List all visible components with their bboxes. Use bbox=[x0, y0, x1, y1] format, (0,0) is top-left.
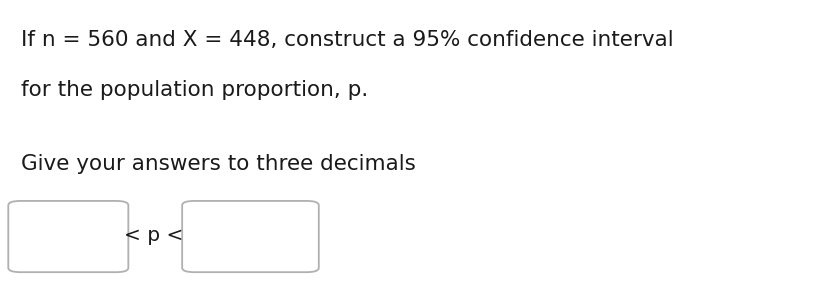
Text: for the population proportion, p.: for the population proportion, p. bbox=[21, 80, 367, 100]
Text: Give your answers to three decimals: Give your answers to three decimals bbox=[21, 154, 415, 174]
Text: < p <: < p < bbox=[124, 226, 184, 245]
FancyBboxPatch shape bbox=[182, 201, 318, 272]
Text: If n = 560 and X = 448, construct a 95% confidence interval: If n = 560 and X = 448, construct a 95% … bbox=[21, 30, 672, 50]
FancyBboxPatch shape bbox=[8, 201, 128, 272]
